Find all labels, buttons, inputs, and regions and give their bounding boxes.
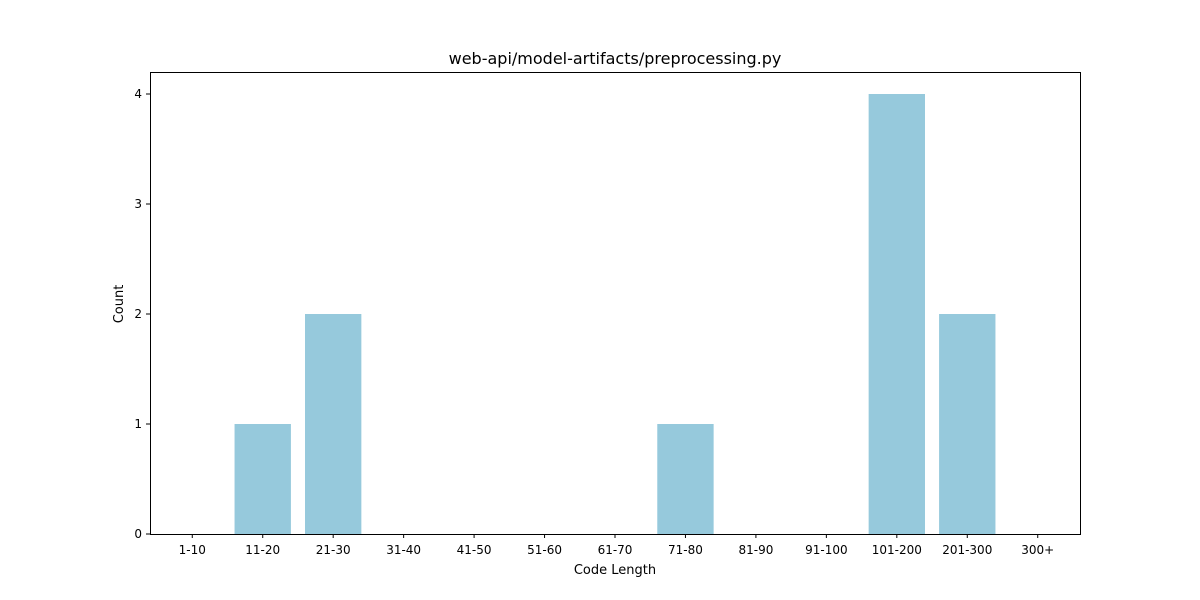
y-axis-ticks: 0 1 2 3 4 <box>134 87 150 541</box>
x-tick-label: 101-200 <box>872 543 922 557</box>
y-tick-label: 3 <box>134 197 142 211</box>
y-tick-label: 1 <box>134 417 142 431</box>
bars-layer <box>234 94 996 534</box>
x-tick-label: 300+ <box>1021 543 1054 557</box>
y-tick-label: 0 <box>134 527 142 541</box>
x-tick-label: 21-30 <box>316 543 351 557</box>
x-tick-label: 31-40 <box>386 543 421 557</box>
bar-101-200 <box>868 94 925 534</box>
bar-71-80 <box>657 424 714 534</box>
x-tick-label: 91-100 <box>805 543 848 557</box>
x-tick-label: 51-60 <box>527 543 562 557</box>
x-axis-label: Code Length <box>574 563 656 578</box>
x-tick-label: 1-10 <box>179 543 206 557</box>
bar-11-20 <box>234 424 291 534</box>
chart-title: web-api/model-artifacts/preprocessing.py <box>449 49 782 68</box>
x-axis-ticks: 1-10 11-20 21-30 31-40 41-50 51-60 61-70 71-80 8… <box>179 534 1054 557</box>
x-tick-label: 61-70 <box>598 543 633 557</box>
y-axis-label: Count <box>112 285 127 324</box>
y-tick-label: 4 <box>134 87 142 101</box>
x-tick-label: 71-80 <box>668 543 703 557</box>
x-tick-label: 201-300 <box>942 543 992 557</box>
y-tick-label: 2 <box>134 307 142 321</box>
bar-21-30 <box>305 314 362 534</box>
x-tick-label: 41-50 <box>457 543 492 557</box>
x-tick-label: 81-90 <box>738 543 773 557</box>
bar-201-300 <box>939 314 996 534</box>
x-tick-label: 11-20 <box>245 543 280 557</box>
